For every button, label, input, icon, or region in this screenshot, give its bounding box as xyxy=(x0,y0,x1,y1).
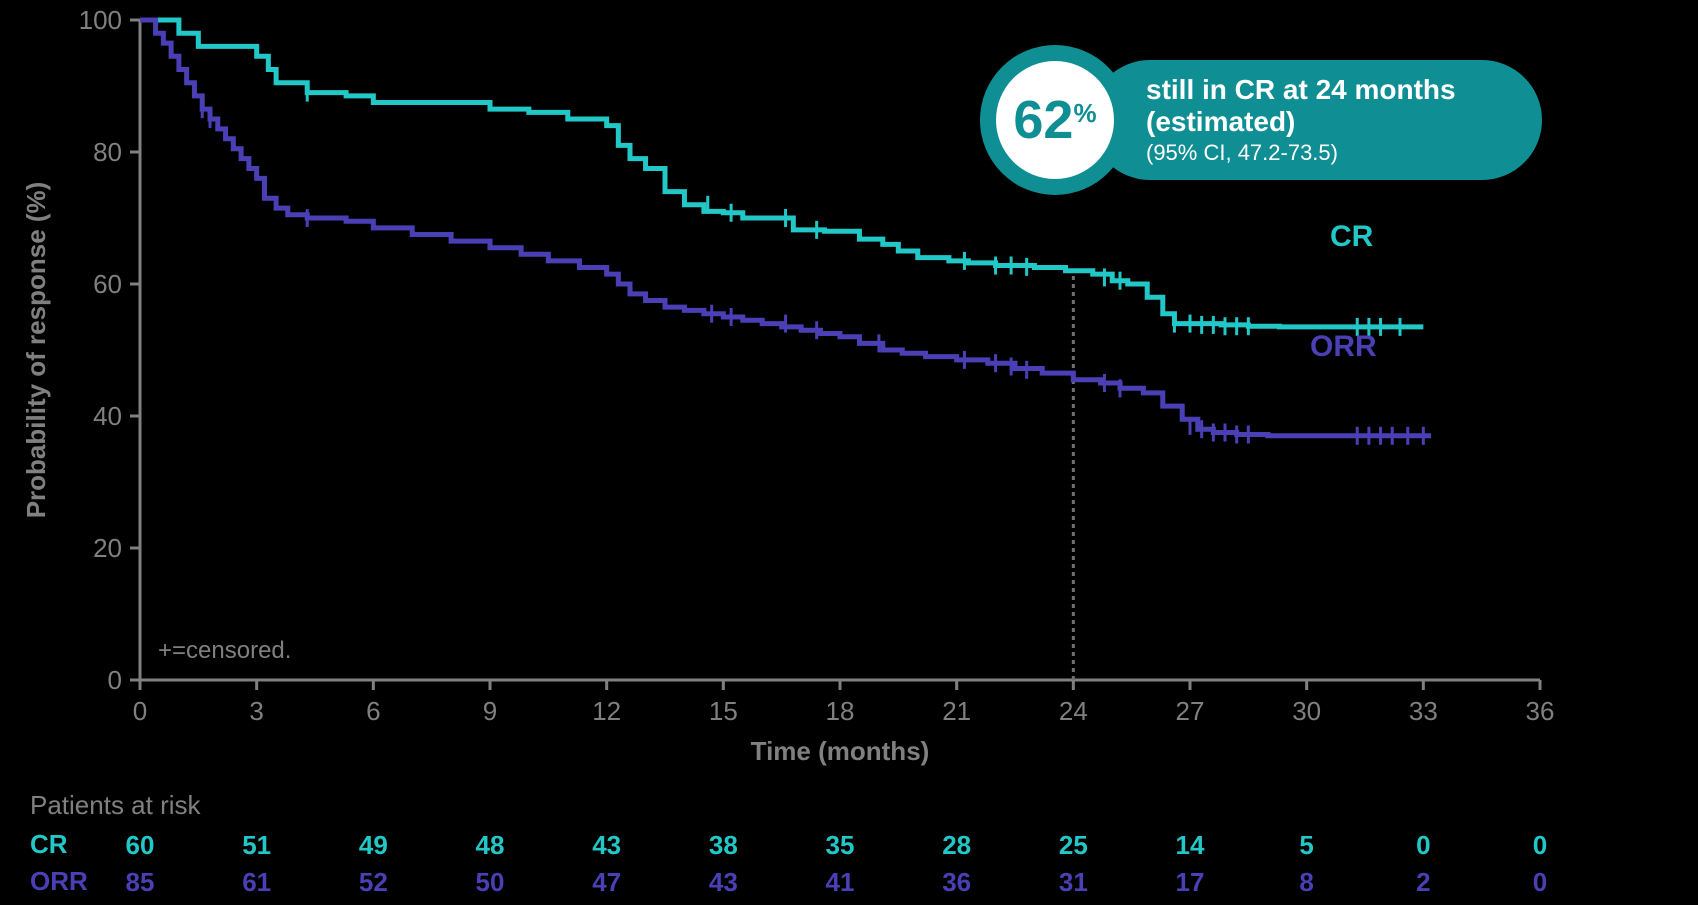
series-label-orr: ORR xyxy=(1310,330,1377,364)
svg-text:12: 12 xyxy=(592,696,621,726)
risk-cell: 28 xyxy=(927,830,987,861)
callout-value: 62 xyxy=(1013,93,1073,147)
svg-text:0: 0 xyxy=(108,665,122,695)
risk-cell: 0 xyxy=(1510,830,1570,861)
svg-text:6: 6 xyxy=(366,696,380,726)
svg-text:36: 36 xyxy=(1526,696,1555,726)
callout-pct: % xyxy=(1073,100,1096,126)
risk-cell: 0 xyxy=(1393,830,1453,861)
risk-row: ORR85615250474341363117820 xyxy=(30,866,1590,897)
svg-text:27: 27 xyxy=(1176,696,1205,726)
svg-text:+=censored.: +=censored. xyxy=(158,637,291,664)
risk-cell: 25 xyxy=(1043,830,1103,861)
svg-text:15: 15 xyxy=(709,696,738,726)
svg-text:80: 80 xyxy=(93,137,122,167)
risk-cell: 38 xyxy=(693,830,753,861)
callout-bubble: still in CR at 24 months (estimated) (95… xyxy=(1090,60,1542,180)
risk-cell: 60 xyxy=(110,830,170,861)
risk-cell: 31 xyxy=(1043,867,1103,898)
risk-cell: 35 xyxy=(810,830,870,861)
svg-text:33: 33 xyxy=(1409,696,1438,726)
callout-ring: 62 % xyxy=(980,45,1130,195)
callout-line2: (estimated) xyxy=(1146,106,1506,138)
svg-text:3: 3 xyxy=(249,696,263,726)
risk-cell: 5 xyxy=(1277,830,1337,861)
svg-text:30: 30 xyxy=(1292,696,1321,726)
svg-text:0: 0 xyxy=(133,696,147,726)
callout-line3: (95% CI, 47.2-73.5) xyxy=(1146,140,1506,166)
risk-row: CR60514948433835282514500 xyxy=(30,829,1590,860)
callout-circle: 62 % xyxy=(996,61,1114,179)
risk-cell: 43 xyxy=(693,867,753,898)
svg-text:20: 20 xyxy=(93,533,122,563)
svg-text:24: 24 xyxy=(1059,696,1088,726)
risk-cell: 47 xyxy=(577,867,637,898)
risk-title: Patients at risk xyxy=(30,790,1590,821)
risk-cell: 2 xyxy=(1393,867,1453,898)
svg-text:100: 100 xyxy=(79,5,122,35)
svg-text:40: 40 xyxy=(93,401,122,431)
risk-cell: 14 xyxy=(1160,830,1220,861)
svg-text:21: 21 xyxy=(942,696,971,726)
svg-text:60: 60 xyxy=(93,269,122,299)
risk-cell: 8 xyxy=(1277,867,1337,898)
svg-text:Time (months): Time (months) xyxy=(751,736,930,766)
series-label-cr: CR xyxy=(1330,220,1373,254)
svg-text:9: 9 xyxy=(483,696,497,726)
risk-cell: 52 xyxy=(343,867,403,898)
risk-cell: 17 xyxy=(1160,867,1220,898)
risk-cell: 41 xyxy=(810,867,870,898)
risk-cell: 43 xyxy=(577,830,637,861)
risk-cell: 85 xyxy=(110,867,170,898)
risk-cell: 0 xyxy=(1510,867,1570,898)
callout-line1: still in CR at 24 months xyxy=(1146,74,1506,106)
risk-cell: 50 xyxy=(460,867,520,898)
svg-text:18: 18 xyxy=(826,696,855,726)
risk-cell: 61 xyxy=(227,867,287,898)
risk-cell: 36 xyxy=(927,867,987,898)
risk-cell: 49 xyxy=(343,830,403,861)
svg-text:Probability of response (%): Probability of response (%) xyxy=(21,182,51,519)
risk-cell: 48 xyxy=(460,830,520,861)
patients-at-risk-table: Patients at risk CR605149484338352825145… xyxy=(30,790,1590,897)
km-chart-container: 0204060801000369121518212427303336Probab… xyxy=(0,0,1698,905)
callout-badge: 62 % still in CR at 24 months (estimated… xyxy=(980,45,1542,195)
risk-cell: 51 xyxy=(227,830,287,861)
